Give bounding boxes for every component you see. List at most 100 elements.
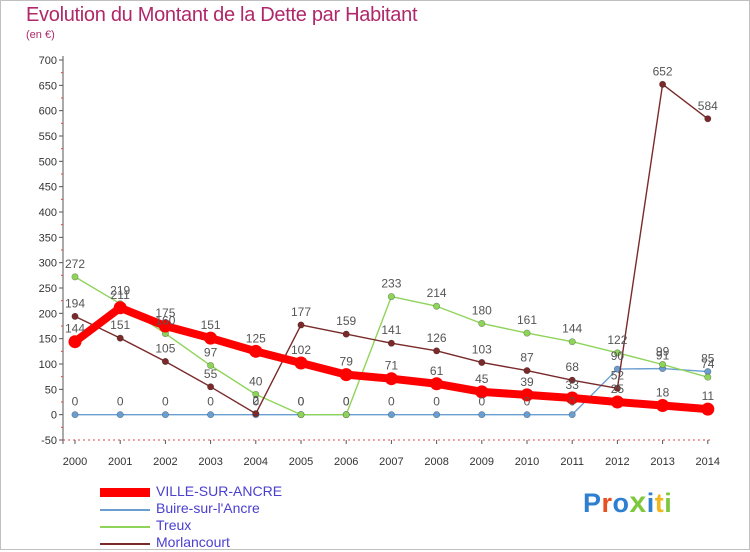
data-point [610, 395, 624, 409]
y-tick-label: 700 [39, 55, 57, 67]
data-point [704, 115, 712, 123]
legend-swatch [100, 488, 150, 497]
data-point [523, 411, 531, 419]
data-point [659, 80, 667, 88]
legend-label: Morlancourt [156, 534, 230, 550]
data-label: 144 [65, 322, 85, 336]
x-tick-label: 2004 [244, 456, 268, 468]
data-point [252, 410, 260, 418]
legend-item: Treux [100, 517, 400, 535]
data-label: 161 [517, 313, 537, 327]
data-label: 219 [110, 284, 130, 298]
y-tick-label: 350 [39, 232, 57, 244]
data-label: 159 [336, 314, 356, 328]
data-point [704, 373, 712, 381]
data-point [387, 339, 395, 347]
y-tick-label: -50 [41, 435, 57, 447]
data-label: 45 [475, 372, 489, 386]
brand-letter: t [654, 488, 665, 518]
data-label: 160 [155, 314, 175, 328]
data-point [297, 411, 305, 419]
data-point [433, 302, 441, 310]
data-label: 233 [381, 277, 401, 291]
data-point [475, 385, 489, 399]
data-label: 180 [472, 303, 492, 317]
x-tick-label: 2001 [108, 456, 132, 468]
series-morlancourt [71, 80, 712, 418]
y-tick-label: 50 [45, 384, 57, 396]
legend-label: Buire-sur-l'Ancre [156, 500, 260, 516]
y-tick-label: 550 [39, 131, 57, 143]
data-label: 0 [252, 395, 259, 409]
chart-legend: VILLE-SUR-ANCRE Buire-sur-l'Ancre Treux Mor… [100, 483, 400, 552]
brand-letter: P [583, 488, 602, 518]
x-tick-label: 2009 [470, 456, 494, 468]
data-point [342, 330, 350, 338]
data-label: 68 [566, 360, 580, 374]
data-label: 144 [562, 322, 582, 336]
chart-axes: -500501001502002503003504004505005506006… [39, 55, 720, 468]
data-point [478, 358, 486, 366]
data-label: 0 [343, 395, 350, 409]
data-point [478, 411, 486, 419]
data-label: 0 [478, 395, 485, 409]
brand-letter: i [646, 488, 655, 518]
data-point [387, 411, 395, 419]
data-label: 33 [566, 378, 580, 392]
data-point [207, 411, 215, 419]
brand-letter: i [664, 488, 673, 518]
data-point [207, 362, 215, 370]
data-point [71, 273, 79, 281]
data-label: 151 [110, 318, 130, 332]
x-tick-label: 2007 [379, 456, 403, 468]
data-label: 55 [204, 367, 218, 381]
y-tick-label: 0 [51, 410, 57, 422]
data-label: 0 [524, 395, 531, 409]
data-point [71, 312, 79, 320]
legend-item: VILLE-SUR-ANCRE [100, 483, 400, 501]
data-label: 0 [388, 395, 395, 409]
data-point [339, 368, 353, 382]
data-label: 87 [520, 351, 534, 365]
brand-letter: o [612, 488, 630, 518]
data-point [297, 321, 305, 329]
data-point [568, 411, 576, 419]
x-tick-label: 2011 [560, 456, 584, 468]
legend-swatch [100, 525, 150, 528]
data-label: 177 [291, 305, 311, 319]
y-tick-label: 250 [39, 283, 57, 295]
data-label: 91 [656, 349, 670, 363]
data-point [252, 390, 260, 398]
data-label: 584 [698, 99, 718, 113]
data-label: 194 [65, 296, 85, 310]
data-label: 2 [252, 394, 259, 408]
data-point [249, 344, 263, 358]
data-label: 0 [207, 395, 214, 409]
data-label: 652 [653, 64, 673, 78]
data-label: 0 [298, 395, 305, 409]
data-label: 214 [427, 286, 447, 300]
data-label: 97 [204, 346, 218, 360]
data-labels-layer: 144 211 175 151 125 102 79 71 61 45 39 33 25 18 11 0 0 0 0… [65, 64, 718, 408]
data-point [68, 335, 82, 349]
brand-logo: Proxiti [583, 486, 672, 520]
x-tick-label: 2000 [63, 456, 87, 468]
data-label: 102 [291, 343, 311, 357]
data-point [433, 411, 441, 419]
data-point [478, 319, 486, 327]
data-label: 103 [472, 342, 492, 356]
data-point [161, 411, 169, 419]
data-label: 272 [65, 257, 85, 271]
legend-item: Buire-sur-l'Ancre [100, 500, 400, 518]
legend-swatch [100, 508, 150, 511]
data-point [387, 293, 395, 301]
y-tick-label: 200 [39, 308, 57, 320]
y-axis-unit: (en €) [26, 29, 55, 41]
data-label: 85 [701, 352, 715, 366]
data-point [342, 411, 350, 419]
data-point [161, 357, 169, 365]
data-point [158, 319, 172, 333]
data-label: 79 [340, 355, 354, 369]
brand-letter: x [629, 486, 647, 519]
